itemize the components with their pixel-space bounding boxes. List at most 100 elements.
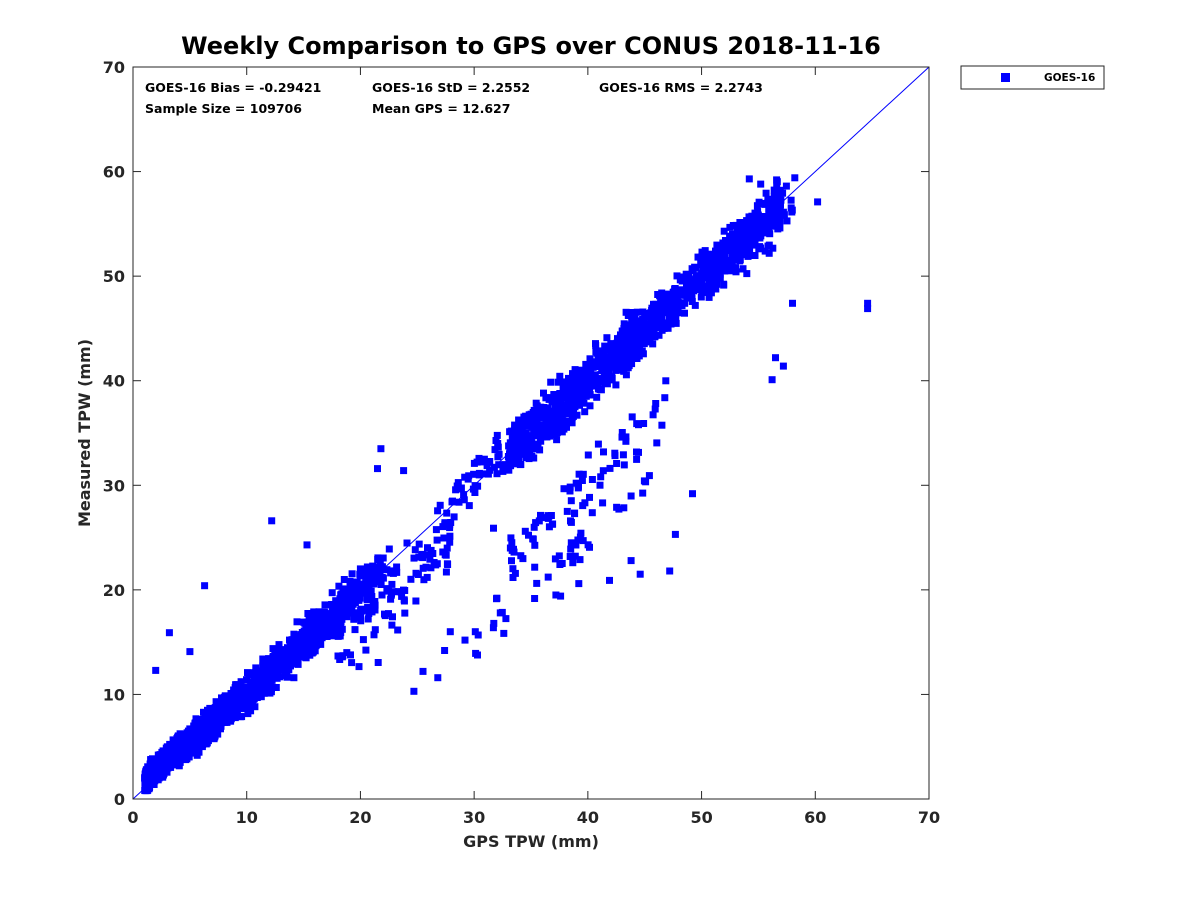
data-point bbox=[388, 621, 396, 629]
y-tick-label: 30 bbox=[103, 476, 125, 495]
data-point bbox=[586, 355, 594, 363]
data-point bbox=[351, 599, 359, 606]
data-point bbox=[732, 268, 740, 276]
data-point bbox=[551, 555, 559, 563]
data-point bbox=[672, 319, 680, 327]
x-tick-label: 10 bbox=[236, 808, 258, 827]
data-point bbox=[531, 563, 539, 571]
data-point bbox=[170, 737, 178, 745]
data-point bbox=[241, 687, 249, 695]
data-point bbox=[374, 465, 381, 473]
data-point bbox=[206, 704, 214, 712]
data-point bbox=[556, 405, 564, 413]
data-point bbox=[378, 565, 386, 573]
data-point bbox=[334, 652, 342, 660]
data-point bbox=[690, 287, 697, 295]
data-point bbox=[565, 390, 573, 398]
data-point bbox=[388, 580, 396, 588]
data-point bbox=[447, 519, 455, 526]
data-point bbox=[272, 672, 279, 680]
data-point bbox=[259, 655, 267, 663]
data-point bbox=[365, 574, 373, 582]
data-point bbox=[556, 372, 564, 380]
data-point bbox=[228, 691, 236, 699]
data-point bbox=[159, 771, 167, 779]
data-point bbox=[729, 222, 737, 229]
data-point bbox=[542, 394, 550, 402]
data-point bbox=[572, 380, 580, 388]
data-point bbox=[433, 536, 441, 544]
data-point bbox=[530, 428, 538, 436]
data-point bbox=[762, 189, 770, 197]
data-point bbox=[663, 296, 671, 304]
y-axis-label: Measured TPW (mm) bbox=[75, 339, 94, 527]
data-point bbox=[634, 350, 642, 358]
data-point bbox=[697, 293, 705, 301]
data-point bbox=[541, 408, 549, 416]
data-point bbox=[306, 635, 314, 643]
data-point bbox=[599, 467, 607, 475]
data-point bbox=[429, 550, 437, 557]
y-tick-label: 20 bbox=[103, 581, 125, 600]
data-point bbox=[698, 248, 706, 256]
data-point bbox=[639, 316, 647, 323]
data-point bbox=[471, 489, 479, 496]
data-point bbox=[614, 335, 622, 343]
data-point bbox=[543, 426, 550, 433]
data-point bbox=[491, 446, 499, 454]
data-point bbox=[755, 245, 763, 253]
data-point bbox=[210, 716, 218, 724]
data-point bbox=[253, 694, 261, 701]
data-point bbox=[588, 509, 596, 517]
data-point bbox=[200, 734, 208, 742]
plot-area bbox=[132, 66, 930, 800]
data-point bbox=[685, 275, 693, 283]
data-point bbox=[574, 371, 582, 379]
data-point bbox=[258, 679, 266, 687]
data-point bbox=[335, 582, 343, 590]
data-point bbox=[443, 544, 451, 552]
y-tick-label: 10 bbox=[103, 685, 125, 704]
data-point bbox=[557, 396, 565, 404]
data-point bbox=[620, 504, 628, 512]
data-point bbox=[303, 618, 311, 626]
data-point bbox=[597, 473, 605, 481]
data-point bbox=[203, 739, 211, 747]
data-point bbox=[651, 305, 659, 313]
one-to-one-line bbox=[132, 66, 930, 800]
data-point bbox=[601, 375, 609, 383]
data-point bbox=[703, 253, 711, 261]
legend-marker bbox=[1001, 73, 1010, 82]
data-point bbox=[776, 195, 784, 203]
data-point bbox=[369, 577, 377, 585]
data-point bbox=[323, 633, 331, 640]
data-point bbox=[267, 688, 275, 696]
data-point bbox=[531, 541, 539, 549]
data-point bbox=[456, 485, 464, 493]
data-points bbox=[141, 174, 872, 795]
data-point bbox=[493, 594, 501, 602]
data-point bbox=[418, 551, 426, 559]
data-point bbox=[619, 340, 627, 348]
y-axis-ticks: 0 10 20 30 40 50 60 70 bbox=[103, 58, 929, 809]
data-point bbox=[566, 385, 574, 393]
data-point bbox=[508, 557, 515, 565]
data-point bbox=[308, 611, 316, 619]
data-point bbox=[411, 546, 419, 554]
data-point bbox=[745, 213, 753, 221]
data-point bbox=[410, 554, 418, 562]
data-point bbox=[691, 283, 699, 291]
data-point bbox=[636, 570, 644, 578]
data-point bbox=[761, 200, 769, 208]
data-point bbox=[612, 366, 620, 374]
data-point bbox=[181, 752, 188, 760]
data-point bbox=[515, 435, 523, 443]
data-point bbox=[175, 737, 183, 745]
data-point bbox=[505, 466, 513, 474]
data-point bbox=[199, 718, 207, 726]
data-point bbox=[667, 317, 675, 325]
data-point bbox=[336, 595, 344, 603]
data-point bbox=[315, 626, 323, 634]
data-point bbox=[524, 436, 532, 444]
data-point bbox=[755, 228, 763, 236]
